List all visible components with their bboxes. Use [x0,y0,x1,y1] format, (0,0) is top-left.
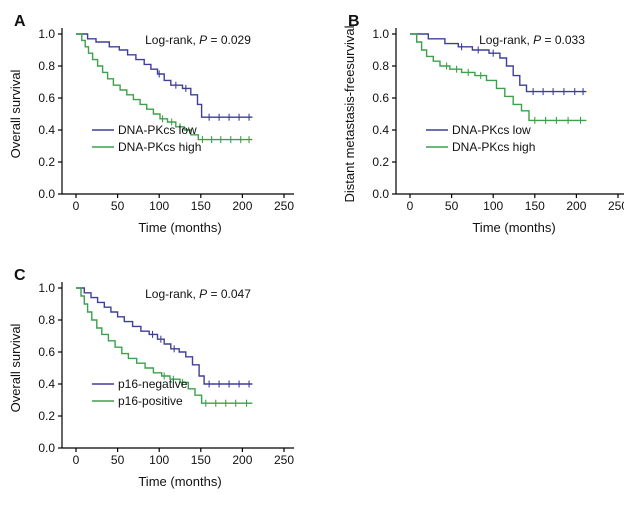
logrank-p: P [533,33,541,47]
km-curve-low [76,33,253,118]
x-tick-label: 100 [483,199,503,213]
y-axis-title: Overall survival [8,69,23,158]
logrank-value: = 0.047 [207,287,251,301]
x-tick-label: 250 [274,453,294,467]
panel-letter: A [14,13,26,30]
x-tick-label: 100 [149,199,169,213]
y-tick-label: 0.2 [372,155,389,169]
x-tick-label: 200 [566,199,586,213]
km-curve-high [76,287,253,404]
logrank-annotation: Log-rank, P = 0.033 [479,33,585,47]
panel-A: A 0.0 0.2 0.4 0.6 0.8 1.0 0 50 100 150 200 250 Time (… [6,4,316,259]
y-tick-label: 1.0 [38,281,55,295]
x-tick-label: 250 [608,199,624,213]
legend-label: DNA-PKcs high [118,140,201,154]
x-tick-label: 150 [191,199,211,213]
km-plot-A: A 0.0 0.2 0.4 0.6 0.8 1.0 0 50 100 150 200 250 Time (… [8,13,294,235]
y-tick-label: 0.4 [372,123,389,137]
logrank-annotation: Log-rank, P = 0.029 [145,33,251,47]
y-tick-label: 0.0 [38,187,55,201]
logrank-prefix: Log-rank, [479,33,533,47]
x-tick-label: 0 [407,199,414,213]
km-curve-high [76,33,253,141]
km-plot-B: B 0.0 0.2 0.4 0.6 0.8 1.0 0 50 100 150 200 250 Time (… [342,13,624,235]
x-tick-label: 0 [73,199,80,213]
x-tick-label: 200 [232,453,252,467]
y-axis-title: Overall survival [8,323,23,412]
km-curve-low [410,33,587,93]
panel-letter: B [348,13,360,30]
x-tick-label: 150 [191,453,211,467]
x-tick-label: 150 [525,199,545,213]
km-curve-low [76,287,253,385]
y-tick-label: 0.4 [38,123,55,137]
y-tick-label: 0.6 [38,91,55,105]
panel-B: B 0.0 0.2 0.4 0.6 0.8 1.0 0 50 100 150 200 250 Time (… [340,4,624,259]
x-tick-label: 50 [111,453,125,467]
x-tick-label: 50 [445,199,459,213]
y-tick-label: 1.0 [38,27,55,41]
panel-letter: C [14,267,26,284]
logrank-p: P [199,33,207,47]
x-axis-title: Time (months) [138,220,221,235]
y-tick-label: 0.0 [372,187,389,201]
logrank-value: = 0.029 [207,33,251,47]
legend-label: DNA-PKcs low [452,123,531,137]
y-tick-label: 1.0 [372,27,389,41]
panel-C: C 0.0 0.2 0.4 0.6 0.8 1.0 0 50 100 150 200 250 Time (… [6,258,316,512]
y-tick-label: 0.6 [372,91,389,105]
x-tick-label: 200 [232,199,252,213]
y-axis-title: Distant metastasis-freesurvival [342,25,357,202]
logrank-p: P [199,287,207,301]
x-tick-label: 50 [111,199,125,213]
logrank-prefix: Log-rank, [145,33,199,47]
y-tick-label: 0.2 [38,155,55,169]
y-tick-label: 0.4 [38,377,55,391]
y-tick-label: 0.6 [38,345,55,359]
x-tick-label: 0 [73,453,80,467]
x-axis-title: Time (months) [472,220,555,235]
y-tick-label: 0.0 [38,441,55,455]
x-axis-title: Time (months) [138,474,221,489]
km-plot-C: C 0.0 0.2 0.4 0.6 0.8 1.0 0 50 100 150 200 250 Time (… [8,267,294,489]
logrank-annotation: Log-rank, P = 0.047 [145,287,251,301]
x-tick-label: 250 [274,199,294,213]
legend-label: p16-positive [118,394,183,408]
x-tick-label: 100 [149,453,169,467]
legend-label: p16-negative [118,377,188,391]
legend-label: DNA-PKcs low [118,123,197,137]
y-tick-label: 0.8 [38,313,55,327]
logrank-prefix: Log-rank, [145,287,199,301]
legend-label: DNA-PKcs high [452,140,535,154]
y-tick-label: 0.8 [372,59,389,73]
y-tick-label: 0.2 [38,409,55,423]
y-tick-label: 0.8 [38,59,55,73]
logrank-value: = 0.033 [541,33,585,47]
